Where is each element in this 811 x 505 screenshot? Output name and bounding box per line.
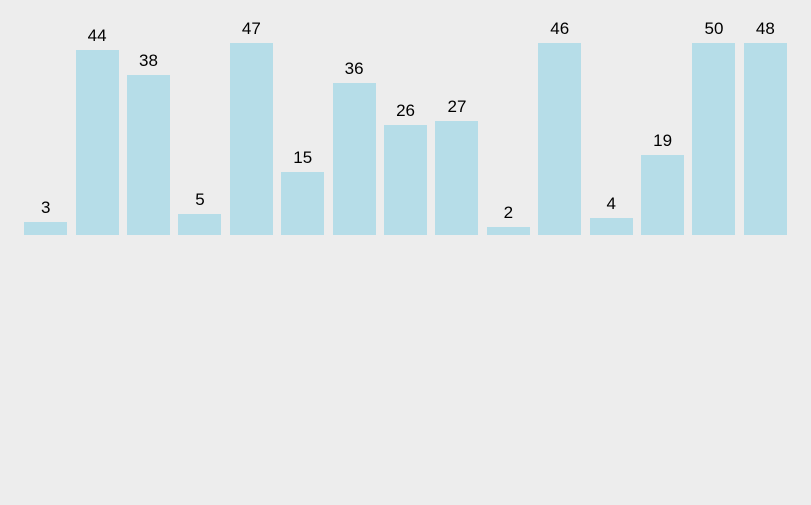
bar-value-label: 15 (293, 149, 312, 166)
bar-value-label: 44 (88, 27, 107, 44)
bar-value-label: 27 (447, 98, 466, 115)
bar-slot: 36 (328, 20, 379, 235)
bar-slot: 44 (71, 20, 122, 235)
bar (641, 155, 684, 235)
bar (744, 43, 787, 235)
bar-slot: 4 (585, 20, 636, 235)
bar (24, 222, 67, 235)
bar-value-label: 4 (606, 195, 615, 212)
bar (76, 50, 119, 235)
bar (127, 75, 170, 235)
bar-slot: 26 (380, 20, 431, 235)
bar-value-label: 26 (396, 102, 415, 119)
bar-value-label: 2 (504, 204, 513, 221)
bar (178, 214, 221, 235)
bar-slot: 5 (174, 20, 225, 235)
bar-slot: 46 (534, 20, 585, 235)
bar-value-label: 46 (550, 20, 569, 37)
bar-slot: 47 (226, 20, 277, 235)
bar-slot: 19 (637, 20, 688, 235)
bar-slot: 27 (431, 20, 482, 235)
bar-slot: 15 (277, 20, 328, 235)
bar (538, 43, 581, 235)
bar-value-label: 50 (705, 20, 724, 37)
bar (281, 172, 324, 235)
bar (333, 83, 376, 235)
bar (230, 43, 273, 235)
bar-value-label: 48 (756, 20, 775, 37)
bar-value-label: 47 (242, 20, 261, 37)
bar-slot: 2 (483, 20, 534, 235)
chart-canvas: 3 44 38 5 47 15 36 26 27 2 46 4 19 50 48 (0, 0, 811, 505)
bar (384, 125, 427, 235)
bar-slot: 38 (123, 20, 174, 235)
bar (435, 121, 478, 235)
bar (590, 218, 633, 235)
bar-value-label: 5 (195, 191, 204, 208)
bar-value-label: 38 (139, 52, 158, 69)
bar-value-label: 36 (345, 60, 364, 77)
bar (487, 227, 530, 235)
bar-chart: 3 44 38 5 47 15 36 26 27 2 46 4 19 50 48 (20, 20, 791, 235)
bar-value-label: 19 (653, 132, 672, 149)
bar-slot: 48 (740, 20, 791, 235)
bar-slot: 50 (688, 20, 739, 235)
bar (692, 43, 735, 235)
bar-slot: 3 (20, 20, 71, 235)
bar-value-label: 3 (41, 199, 50, 216)
